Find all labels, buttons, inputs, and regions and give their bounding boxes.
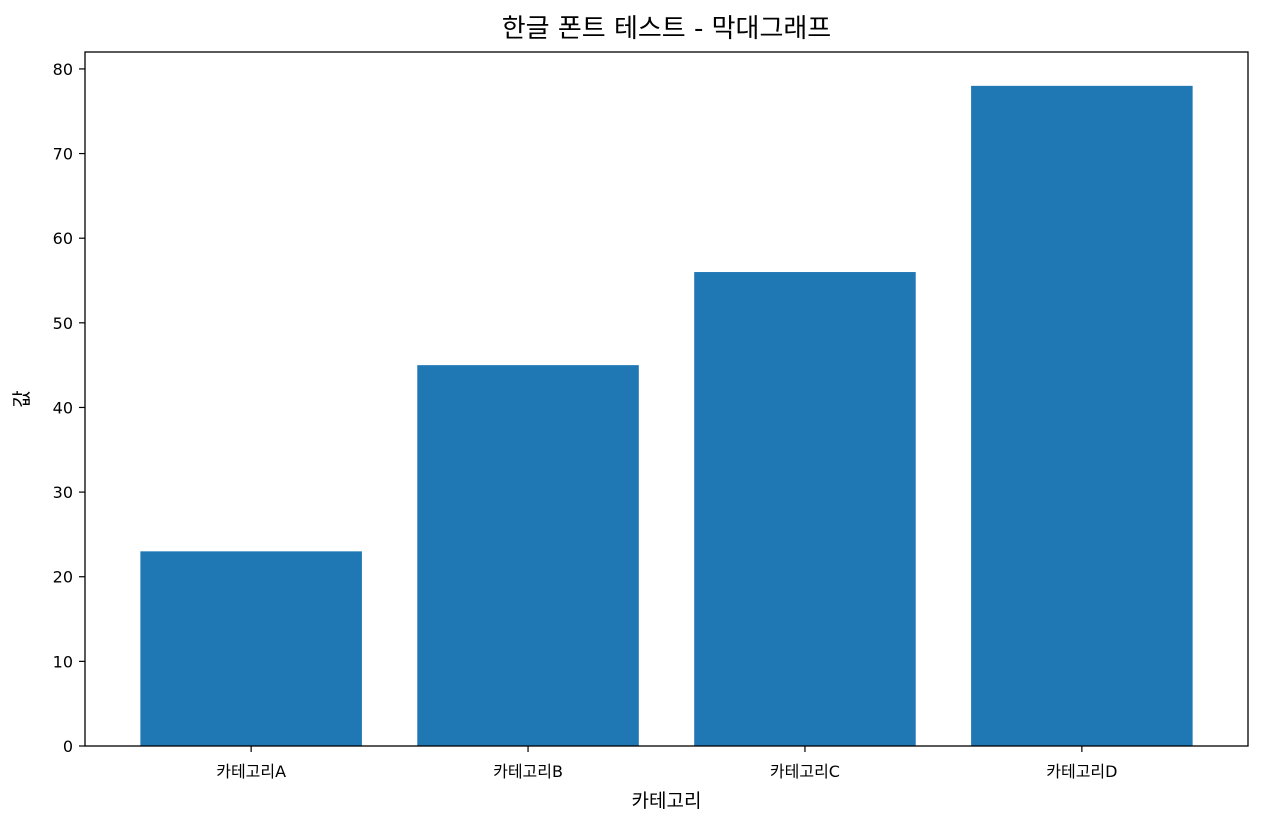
bar-4 — [971, 85, 1193, 747]
plot-frame — [84, 51, 1249, 747]
y-tick-label: 80 — [53, 60, 73, 79]
chart-title: 한글 폰트 테스트 - 막대그래프 — [502, 14, 831, 44]
bars-group — [140, 85, 1193, 747]
y-axis-label: 값 — [11, 390, 33, 407]
x-tick-label: 카테고리B — [493, 762, 563, 781]
y-axis-ticks: 0 10 20 30 40 50 60 70 80 — [53, 60, 85, 756]
x-axis-label: 카테고리 — [632, 790, 702, 812]
y-tick-label: 10 — [53, 652, 73, 671]
y-tick-label: 50 — [53, 314, 73, 333]
bar-1 — [140, 551, 362, 746]
x-axis-ticks: 카테고리A 카테고리B 카테고리C 카테고리D — [216, 746, 1117, 781]
y-tick-label: 30 — [53, 483, 73, 502]
y-tick-label: 0 — [63, 737, 73, 756]
x-tick-label: 카테고리D — [1046, 762, 1117, 781]
y-tick-label: 40 — [53, 398, 73, 417]
y-tick-label: 20 — [53, 568, 73, 587]
y-tick-label: 60 — [53, 229, 73, 248]
x-tick-label: 카테고리A — [216, 762, 286, 781]
x-tick-label: 카테고리C — [770, 762, 840, 781]
y-tick-label: 70 — [53, 145, 73, 164]
bar-2 — [417, 365, 639, 746]
bar-3 — [694, 272, 916, 746]
